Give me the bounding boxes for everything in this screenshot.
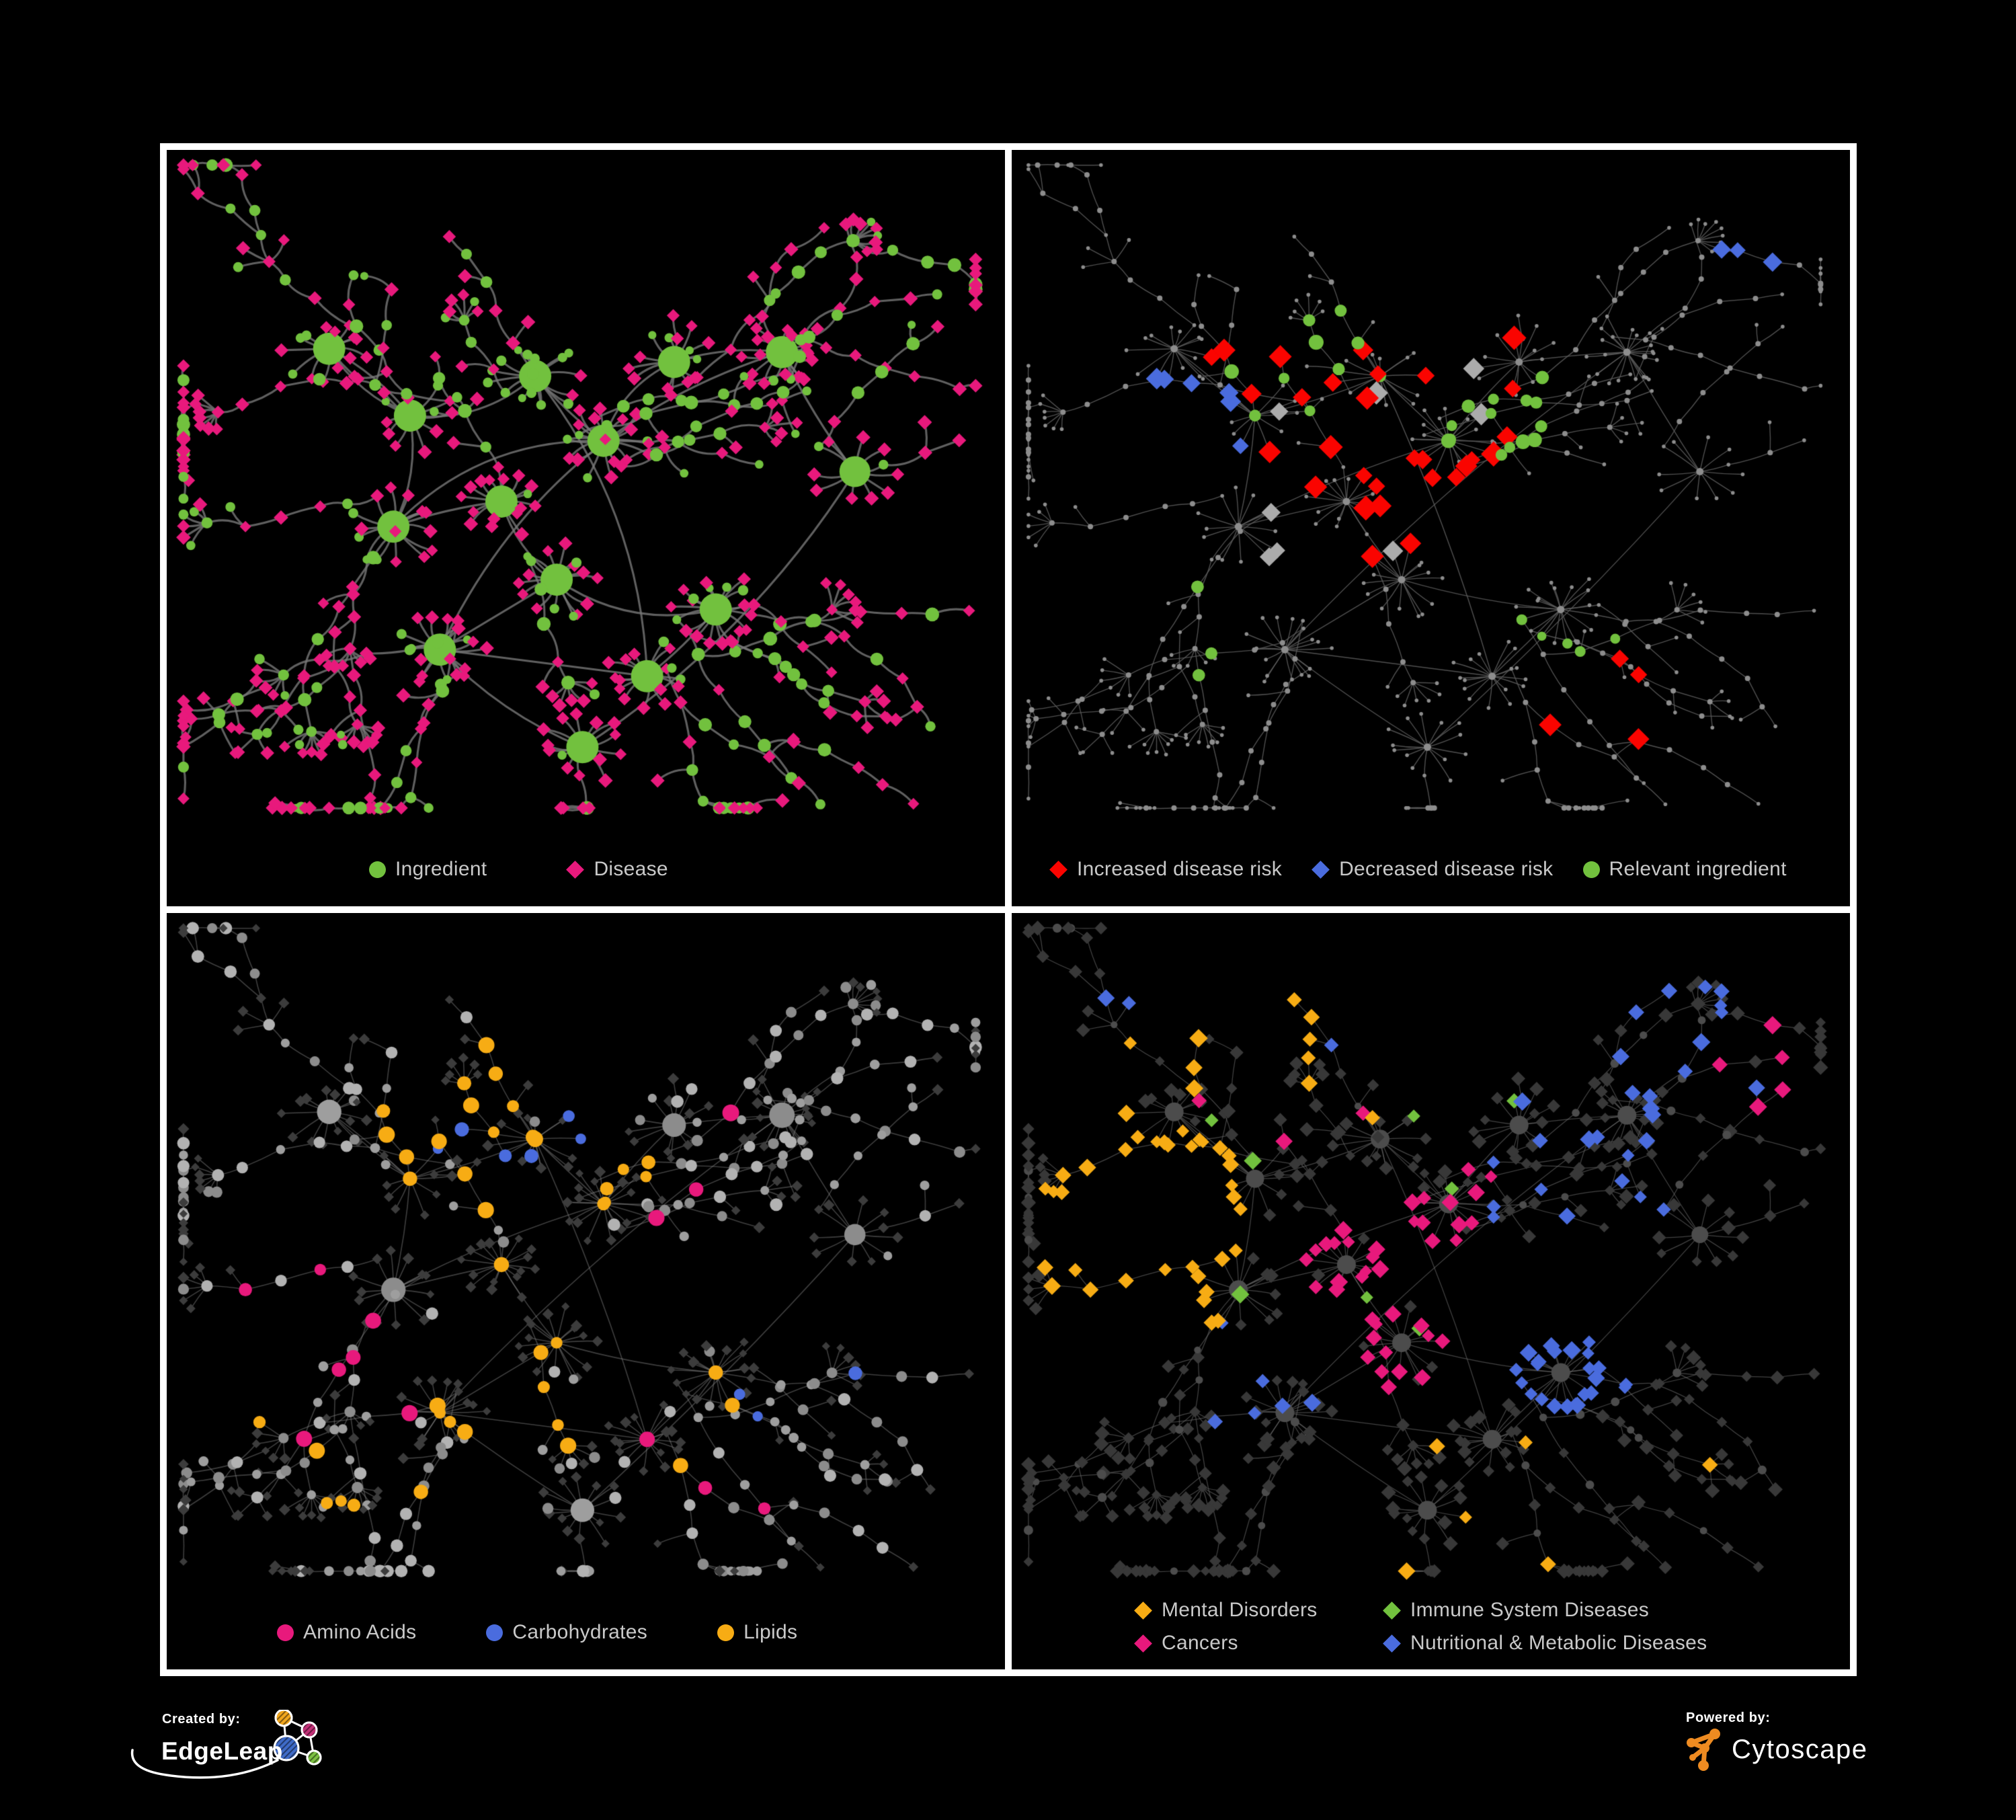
- diamond-marker-icon: [1383, 1634, 1401, 1653]
- diamond-marker-icon: [566, 860, 585, 879]
- legend-item-nutrient-class-0: Amino Acids: [277, 1621, 416, 1644]
- circle-marker-icon: [1582, 861, 1600, 878]
- cytoscape-network-icon: [1687, 1729, 1720, 1771]
- cytoscape-wordmark: Cytoscape: [1732, 1734, 1868, 1764]
- legend-label: Disease: [594, 858, 668, 880]
- legend-label: Increased disease risk: [1077, 858, 1283, 880]
- legend-item-nutrient-class-2: Lipids: [717, 1621, 797, 1644]
- legend-label: Immune System Diseases: [1410, 1599, 1650, 1621]
- panel-disease-class: Mental Disorders Immune System Diseases Ca…: [1005, 906, 1857, 1676]
- legend-item-disease-class-1: Immune System Diseases: [1383, 1599, 1707, 1622]
- legend-item-ingredient-disease-1: Disease: [566, 858, 668, 881]
- created-by-label: Created by:: [162, 1712, 241, 1727]
- panel-ingredient-disease: Ingredient Disease: [160, 143, 1012, 913]
- diamond-marker-icon: [1312, 860, 1330, 879]
- legend-label: Decreased disease risk: [1339, 858, 1554, 880]
- circle-marker-icon: [486, 1624, 503, 1641]
- legend-item-disease-class-3: Nutritional & Metabolic Diseases: [1383, 1632, 1707, 1655]
- circle-marker-icon: [277, 1624, 294, 1641]
- legend-item-disease-risk-0: Increased disease risk: [1049, 858, 1282, 881]
- network-nutrient-class: [167, 913, 1005, 1669]
- legend-label: Carbohydrates: [512, 1621, 648, 1643]
- network-disease-class: [1012, 913, 1850, 1669]
- network-disease-risk: [1012, 150, 1850, 906]
- legend-label: Nutritional & Metabolic Diseases: [1410, 1632, 1707, 1654]
- legend-label: Ingredient: [395, 858, 487, 880]
- diamond-marker-icon: [1134, 1601, 1152, 1620]
- panel-nutrient-class: Amino Acids Carbohydrates Lipids: [160, 906, 1012, 1676]
- legend-label: Mental Disorders: [1162, 1599, 1318, 1621]
- edgeleap-network-icon: [273, 1710, 322, 1766]
- edgeleap-swoosh-icon: [130, 1749, 279, 1779]
- edgeleap-wordmark: EdgeLeap: [161, 1737, 283, 1765]
- legend-label: Relevant ingredient: [1609, 858, 1787, 880]
- legend-label: Lipids: [743, 1621, 798, 1643]
- powered-by-label: Powered by:: [1686, 1710, 1771, 1725]
- diamond-marker-icon: [1134, 1634, 1152, 1653]
- edgeleap-logo: EdgeLeap: [130, 1710, 383, 1805]
- legend-ingredient-disease: Ingredient Disease: [167, 858, 668, 881]
- legend-item-ingredient-disease-0: Ingredient: [369, 858, 487, 881]
- panel-disease-risk: Increased disease risk Decreased disease …: [1005, 143, 1857, 913]
- legend-label: Amino Acids: [303, 1621, 417, 1643]
- diamond-marker-icon: [1383, 1601, 1401, 1620]
- legend-nutrient-class: Amino Acids Carbohydrates Lipids: [167, 1621, 797, 1644]
- network-ingredient-disease: [167, 150, 1005, 906]
- cytoscape-logo: Cytoscape: [1685, 1728, 1867, 1771]
- legend-disease-class: Mental Disorders Immune System Diseases Ca…: [1134, 1599, 1707, 1655]
- circle-marker-icon: [717, 1624, 735, 1641]
- legend-label: Cancers: [1162, 1632, 1238, 1654]
- legend-disease-risk: Increased disease risk Decreased disease …: [1012, 858, 1787, 881]
- legend-item-disease-class-2: Cancers: [1134, 1632, 1383, 1655]
- legend-item-disease-risk-1: Decreased disease risk: [1312, 858, 1553, 881]
- legend-item-disease-risk-2: Relevant ingredient: [1582, 858, 1787, 881]
- legend-item-disease-class-0: Mental Disorders: [1134, 1599, 1383, 1622]
- legend-item-nutrient-class-1: Carbohydrates: [486, 1621, 647, 1644]
- diamond-marker-icon: [1049, 860, 1067, 879]
- circle-marker-icon: [369, 861, 386, 878]
